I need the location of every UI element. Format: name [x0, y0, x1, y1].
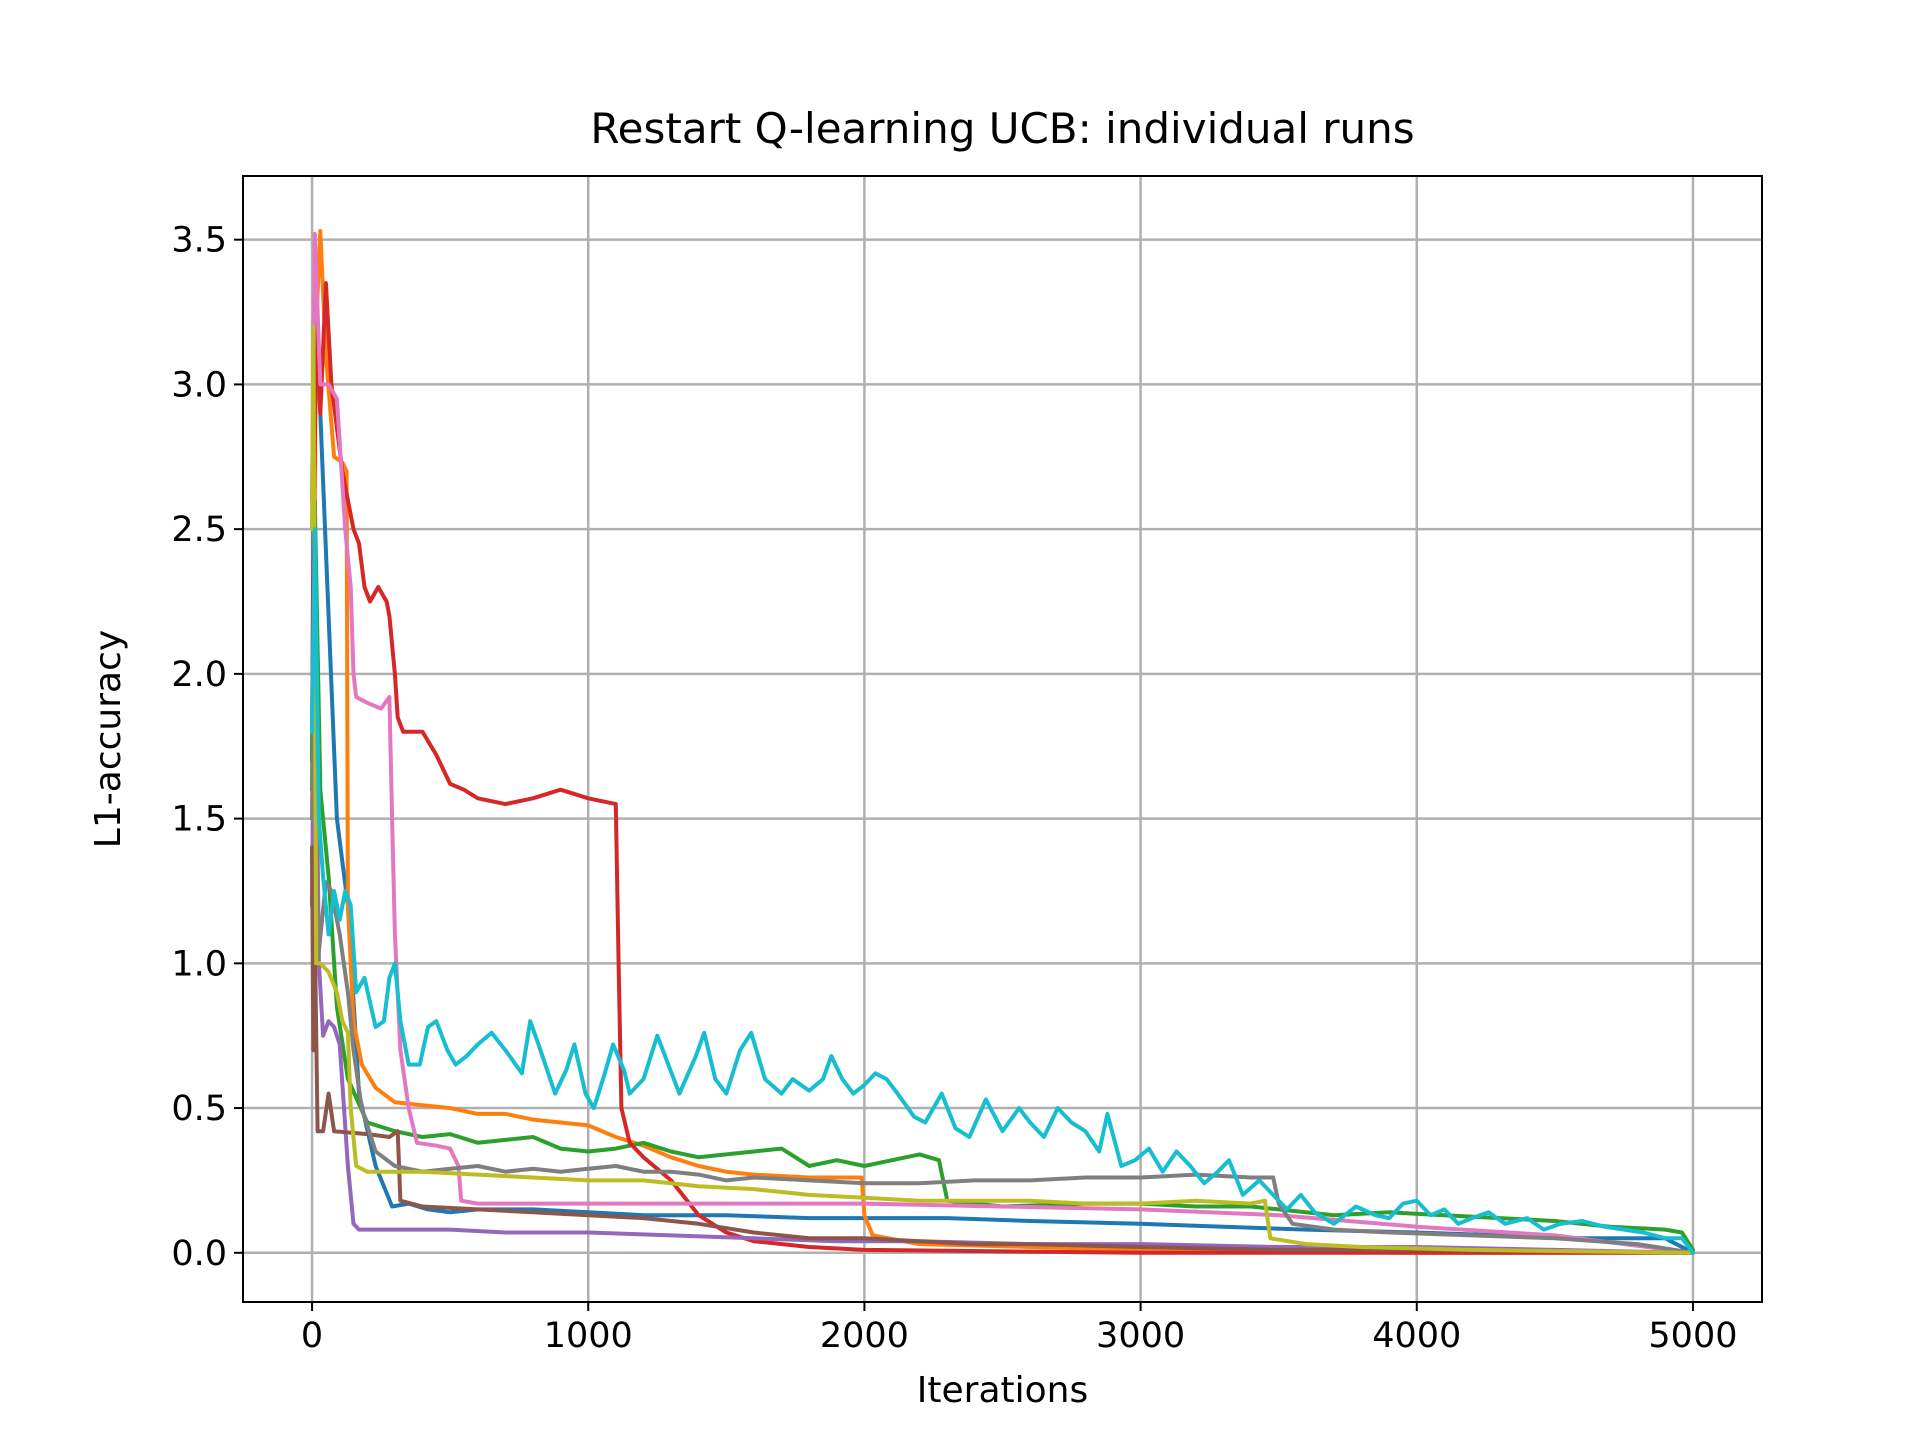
- plot-frame: [242, 175, 1763, 1303]
- y-tick-label: 0.0: [171, 1234, 227, 1274]
- series-line-4: [310, 281, 1695, 1255]
- series-line-9: [310, 324, 1695, 1255]
- y-tick-label: 1.0: [171, 944, 227, 984]
- x-tick-label: 5000: [1648, 1316, 1737, 1356]
- y-axis-label: L1-accuracy: [88, 630, 129, 848]
- x-axis-label: Iterations: [917, 1370, 1088, 1411]
- chart-title: Restart Q-learning UCB: individual runs: [590, 104, 1414, 153]
- y-tick-label: 2.0: [171, 655, 227, 695]
- y-tick-label: 3.0: [171, 365, 227, 405]
- x-tick-label: 3000: [1096, 1316, 1185, 1356]
- x-tick-label: 1000: [544, 1316, 633, 1356]
- series-line-6: [310, 845, 1695, 1255]
- series-group: [310, 229, 1695, 1255]
- y-tick-label: 1.5: [171, 800, 227, 840]
- series-line-8: [310, 671, 1695, 1255]
- series-line-7: [310, 231, 1695, 1255]
- y-tick-label: 0.5: [171, 1089, 227, 1129]
- x-tick-label: 4000: [1372, 1316, 1461, 1356]
- y-tick-label: 3.5: [171, 221, 227, 261]
- axis-ticks: 0 1000 2000 3000 4000 5000 0.0 0.5 1.0 1.5 2.0 2.5 3…: [171, 221, 1737, 1356]
- x-tick-label: 2000: [820, 1316, 909, 1356]
- series-line-10: [310, 527, 1695, 1255]
- y-tick-label: 2.5: [171, 510, 227, 550]
- grid: [243, 176, 1762, 1302]
- x-tick-label: 0: [301, 1316, 323, 1356]
- series-line-5: [310, 585, 1695, 1255]
